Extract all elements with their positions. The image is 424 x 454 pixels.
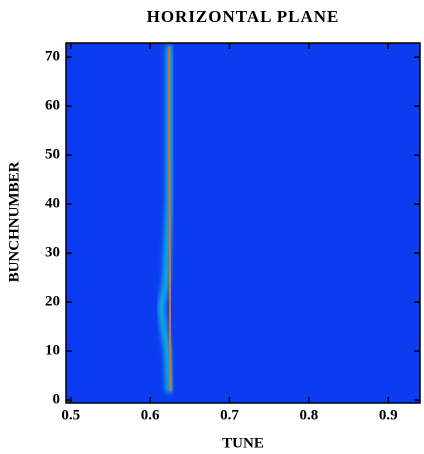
y-tick-label: 30 [45,245,60,261]
plot-background [66,43,420,403]
y-tick-label: 50 [45,147,60,163]
x-tick-label: 0.8 [300,407,319,423]
y-tick-label: 10 [45,343,60,359]
y-axis-label: BUNCHNUMBER [6,161,22,282]
y-tick-label: 40 [45,196,60,212]
y-tick-label: 20 [45,294,60,310]
x-tick-label: 0.9 [379,407,398,423]
y-tick-label: 70 [45,49,60,65]
plot-frame [65,42,421,404]
chart-title: HORIZONTAL PLANE [147,7,340,26]
y-tick-label: 60 [45,98,60,114]
x-axis-label: TUNE [222,435,264,451]
x-tick-label: 0.7 [220,407,239,423]
tune-line [168,46,172,392]
y-tick-label: 0 [53,391,61,407]
x-tick-label: 0.5 [61,407,80,423]
x-tick-label: 0.6 [141,407,160,423]
